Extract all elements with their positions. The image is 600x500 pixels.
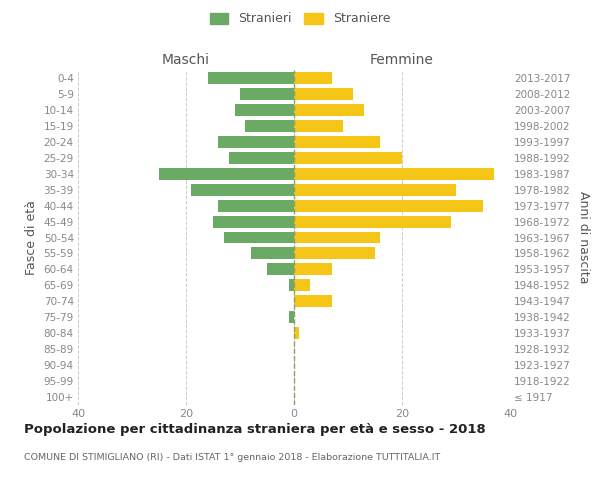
Text: Femmine: Femmine: [370, 53, 434, 67]
Bar: [294, 88, 353, 100]
Bar: [294, 264, 332, 276]
Bar: [245, 120, 294, 132]
Bar: [294, 248, 375, 260]
Bar: [294, 232, 380, 243]
Bar: [235, 104, 294, 116]
Bar: [294, 296, 332, 308]
Bar: [208, 72, 294, 84]
Text: Popolazione per cittadinanza straniera per età e sesso - 2018: Popolazione per cittadinanza straniera p…: [24, 422, 486, 436]
Bar: [294, 184, 456, 196]
Bar: [224, 232, 294, 243]
Bar: [294, 327, 299, 339]
Y-axis label: Fasce di età: Fasce di età: [25, 200, 38, 275]
Legend: Stranieri, Straniere: Stranieri, Straniere: [206, 8, 394, 29]
Bar: [191, 184, 294, 196]
Bar: [294, 216, 451, 228]
Y-axis label: Anni di nascita: Anni di nascita: [577, 191, 590, 284]
Bar: [294, 104, 364, 116]
Bar: [218, 136, 294, 148]
Bar: [294, 72, 332, 84]
Bar: [294, 200, 483, 211]
Bar: [213, 216, 294, 228]
Bar: [294, 168, 494, 179]
Bar: [218, 200, 294, 211]
Text: Maschi: Maschi: [162, 53, 210, 67]
Bar: [251, 248, 294, 260]
Bar: [294, 152, 402, 164]
Bar: [294, 136, 380, 148]
Bar: [267, 264, 294, 276]
Bar: [229, 152, 294, 164]
Bar: [289, 312, 294, 323]
Bar: [294, 120, 343, 132]
Bar: [294, 280, 310, 291]
Text: COMUNE DI STIMIGLIANO (RI) - Dati ISTAT 1° gennaio 2018 - Elaborazione TUTTITALI: COMUNE DI STIMIGLIANO (RI) - Dati ISTAT …: [24, 452, 440, 462]
Bar: [159, 168, 294, 179]
Bar: [240, 88, 294, 100]
Bar: [289, 280, 294, 291]
